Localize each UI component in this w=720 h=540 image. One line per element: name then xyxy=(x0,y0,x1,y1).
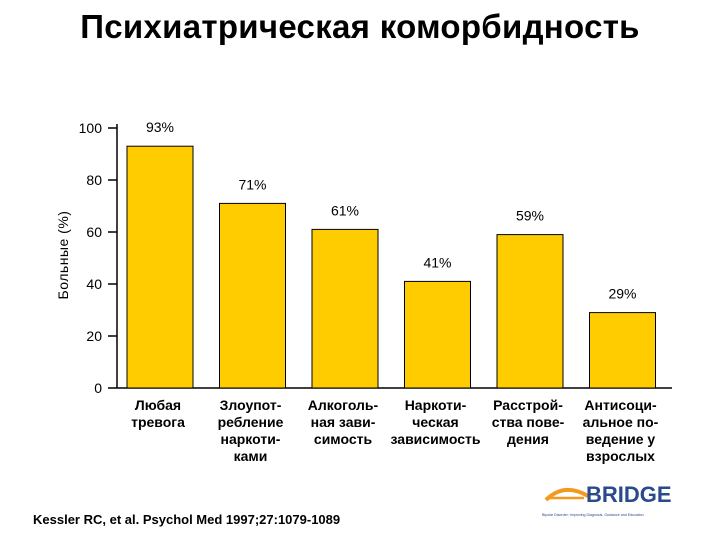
y-tick-label: 100 xyxy=(79,120,103,136)
y-tick-label: 0 xyxy=(94,380,102,396)
category-label: Антисоци-альное по-ведение у взрослых xyxy=(583,397,659,464)
y-tick-label: 80 xyxy=(86,172,102,188)
category-label-line: Наркоти- xyxy=(405,397,467,413)
bridge-arch-icon xyxy=(544,488,590,502)
y-tick-label: 20 xyxy=(86,328,102,344)
category-label-line: дения xyxy=(507,431,549,447)
data-label: 93% xyxy=(146,119,174,135)
y-tick-label: 60 xyxy=(86,224,102,240)
bar xyxy=(219,202,286,389)
category-label-line: ная зави- xyxy=(311,414,376,430)
category-label-line: ребление xyxy=(218,414,284,430)
logo-tagline: Bipolar Disorder: Improving Diagnosis, G… xyxy=(542,513,644,517)
category-label-line: альное по- xyxy=(583,414,659,430)
category-label: Наркоти-ческая зависимость xyxy=(391,397,481,447)
category-label-line: взрослых xyxy=(586,448,655,464)
data-label: 59% xyxy=(516,208,544,224)
bar xyxy=(589,312,656,389)
category-label: Злоупот-ребление наркоти-ками xyxy=(218,397,284,464)
category-label-line: Антисоци- xyxy=(584,397,657,413)
category-label-line: ства пове- xyxy=(492,414,565,430)
bar xyxy=(311,228,379,389)
category-label-line: ками xyxy=(234,448,268,464)
bar xyxy=(126,145,194,389)
data-label: 61% xyxy=(331,202,359,218)
page-title: Психиатрическая коморбидность xyxy=(80,8,640,45)
category-label-line: наркоти- xyxy=(221,431,281,447)
category-label-line: ческая xyxy=(412,414,458,430)
data-label: 41% xyxy=(423,254,451,270)
category-label-line: Злоупот- xyxy=(220,397,282,413)
y-tick-label: 40 xyxy=(86,276,102,292)
bar xyxy=(496,234,564,389)
category-label-line: ведение у xyxy=(586,431,656,447)
category-label: Любая тревога xyxy=(131,397,185,430)
category-label-line: симость xyxy=(314,431,373,447)
category-label: Расстрой-ства пове-дения xyxy=(492,397,565,447)
data-label: 71% xyxy=(238,176,266,192)
category-label-line: зависимость xyxy=(391,431,481,447)
bridge-logo: BRIDGE Bipolar Disorder: Improving Diagn… xyxy=(542,482,672,517)
logo-text: BRIDGE xyxy=(586,482,672,507)
category-label-line: тревога xyxy=(131,414,185,430)
data-label: 29% xyxy=(608,286,636,302)
category-label-line: Алкоголь- xyxy=(308,397,379,413)
category-label-line: Любая xyxy=(135,397,181,413)
bar xyxy=(404,280,471,389)
category-label-line: Расстрой- xyxy=(493,397,563,413)
citation: Kessler RC, et al. Psychol Med 1997;27:1… xyxy=(33,512,341,527)
y-axis-label: Больные (%) xyxy=(55,211,71,300)
category-label: Алкоголь-ная зави-симость xyxy=(308,397,379,447)
